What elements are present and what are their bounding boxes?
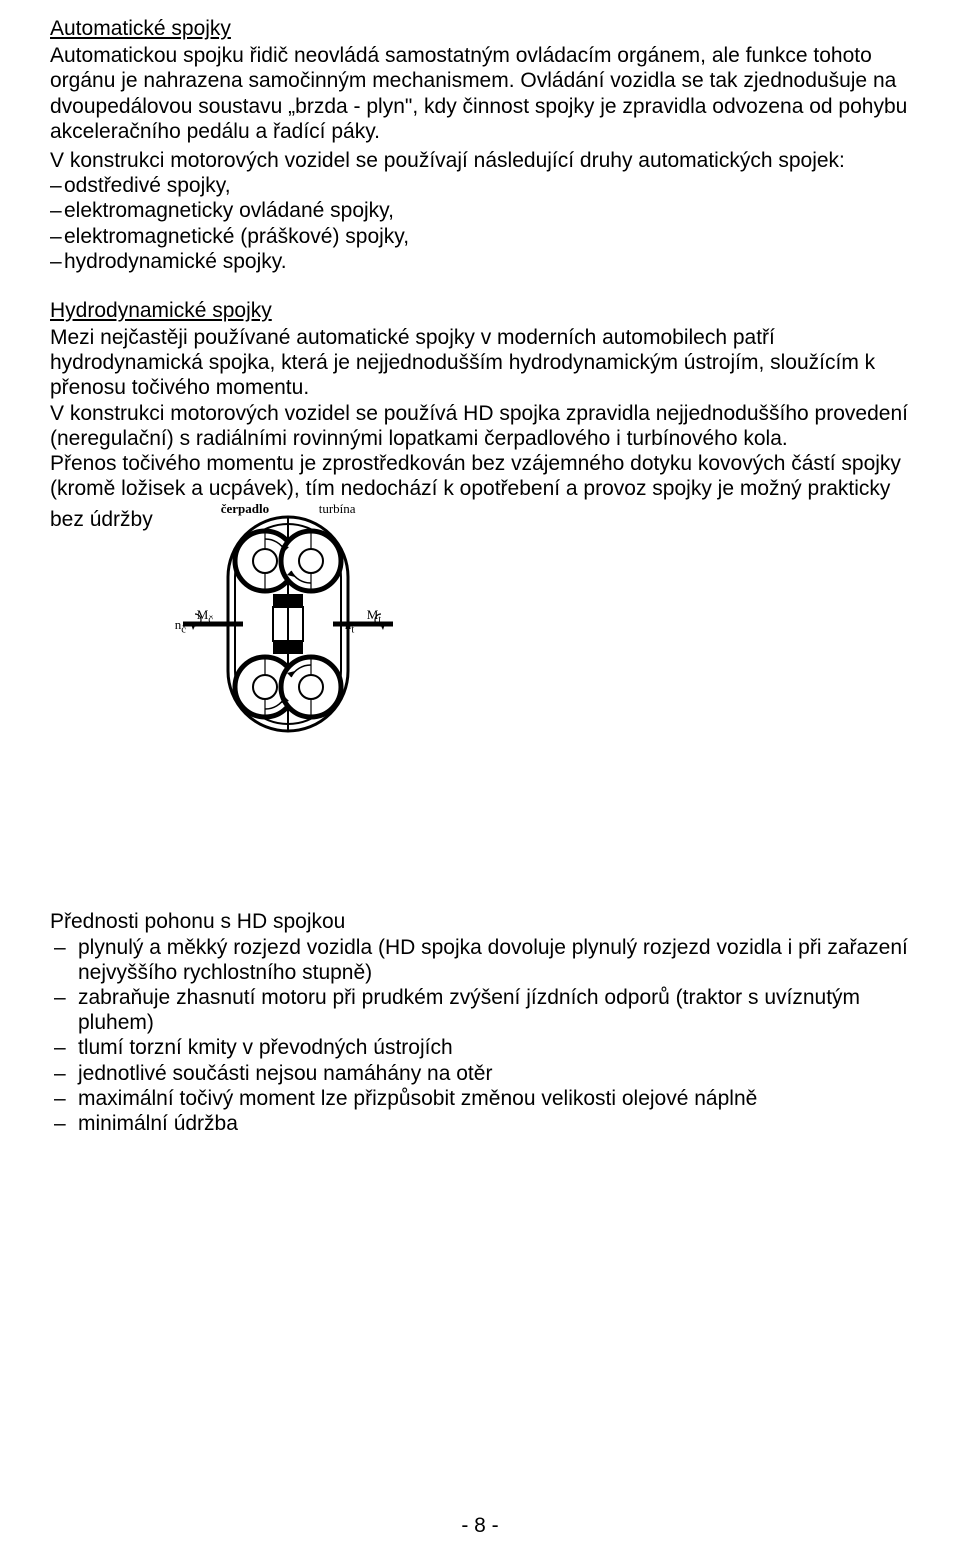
section2-para3: Přenos točivého momentu je zprostředková… bbox=[50, 451, 910, 501]
figure-label-n-left: nč bbox=[175, 617, 186, 636]
hd-coupling-figure: čerpadlo turbína nč Mč nt Mt bbox=[173, 499, 403, 749]
section2-para3-tail: bez údržby bbox=[50, 499, 153, 532]
spacer bbox=[50, 278, 910, 298]
advantages-heading: Přednosti pohonu s HD spojkou bbox=[50, 909, 910, 934]
page-number: - 8 - bbox=[0, 1514, 960, 1538]
list-item: plynulý a měkký rozjezd vozidla (HD spoj… bbox=[50, 935, 910, 985]
list-item: minimální údržba bbox=[50, 1111, 910, 1136]
section1-para2: V konstrukci motorových vozidel se použí… bbox=[50, 148, 910, 173]
list-item: hydrodynamické spojky. bbox=[50, 249, 910, 274]
list-item: odstředivé spojky, bbox=[50, 173, 910, 198]
page: Automatické spojky Automatickou spojku ř… bbox=[0, 0, 960, 1556]
section2-title: Hydrodynamické spojky bbox=[50, 298, 910, 323]
figure-label-n-left-sub: č bbox=[181, 624, 186, 636]
figure-label-left-top: čerpadlo bbox=[221, 501, 269, 517]
figure-label-m-left-txt: M bbox=[197, 607, 209, 622]
list-item: jednotlivé součásti nejsou namáhány na o… bbox=[50, 1061, 910, 1086]
section1-title: Automatické spojky bbox=[50, 16, 910, 41]
advantages-list: plynulý a měkký rozjezd vozidla (HD spoj… bbox=[50, 935, 910, 1137]
figure-label-m-left: Mč bbox=[197, 607, 213, 626]
figure-label-n-right: nt bbox=[345, 617, 355, 636]
list-item: tlumí torzní kmity v převodných ústrojíc… bbox=[50, 1035, 910, 1060]
list-item: zabraňuje zhasnutí motoru při prudkém zv… bbox=[50, 985, 910, 1035]
spacer bbox=[50, 749, 910, 909]
figure-label-n-right-sub: t bbox=[351, 624, 354, 636]
figure-label-right-top: turbína bbox=[319, 501, 356, 517]
figure-label-m-left-sub: č bbox=[208, 614, 213, 626]
list-item: elektromagneticky ovládané spojky, bbox=[50, 198, 910, 223]
section1-types-list: odstředivé spojky, elektromagneticky ovl… bbox=[50, 173, 910, 274]
list-item: maximální točivý moment lze přizpůsobit … bbox=[50, 1086, 910, 1111]
section2-para2: V konstrukci motorových vozidel se použí… bbox=[50, 401, 910, 451]
section1-para1: Automatickou spojku řidič neovládá samos… bbox=[50, 43, 910, 144]
figure-label-m-right: Mt bbox=[367, 607, 382, 626]
section2-para1: Mezi nejčastěji používané automatické sp… bbox=[50, 325, 910, 401]
figure-label-m-right-sub: t bbox=[378, 614, 381, 626]
figure-row: bez údržby čerpadlo turbína nč Mč nt Mt bbox=[50, 499, 910, 749]
figure-label-m-right-txt: M bbox=[367, 607, 379, 622]
list-item: elektromagnetické (práškové) spojky, bbox=[50, 224, 910, 249]
